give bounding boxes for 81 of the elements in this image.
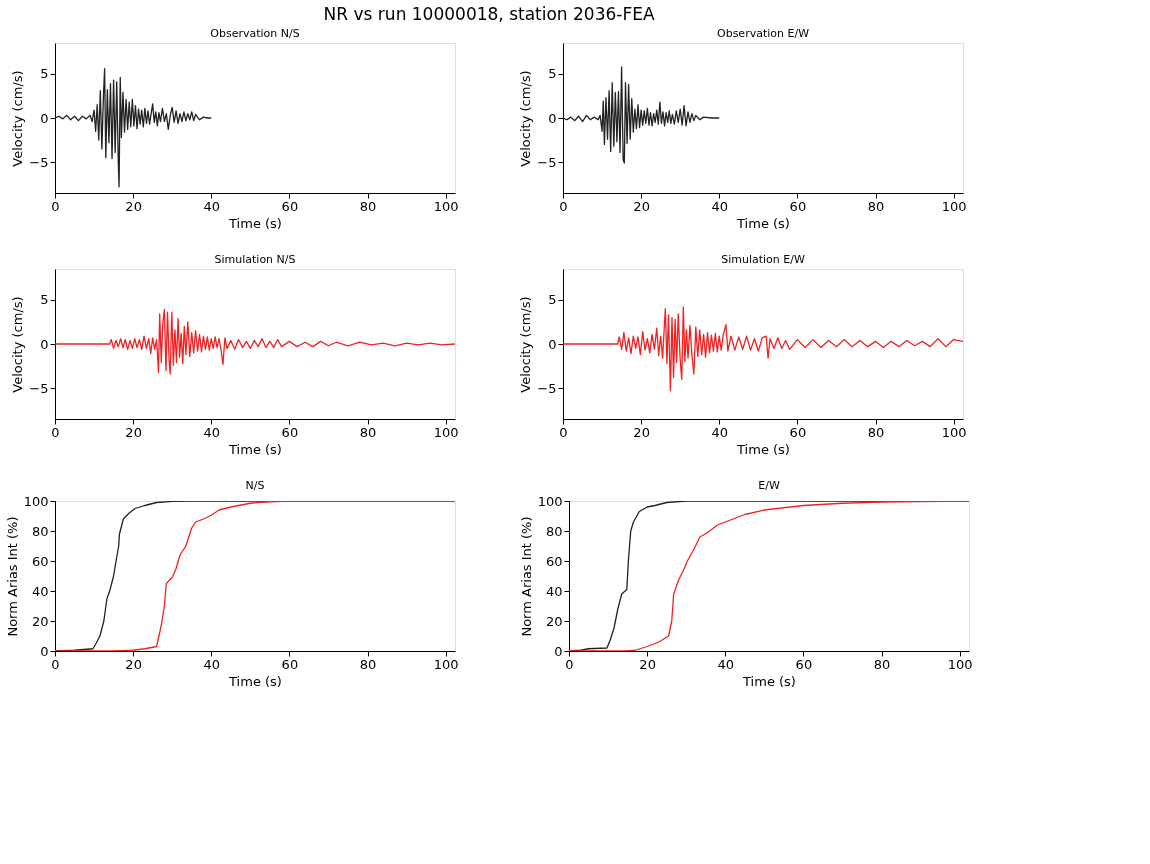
x-tick-label: 100 bbox=[947, 656, 973, 672]
y-axis-title: Velocity (cm/s) bbox=[10, 70, 26, 167]
x-tick-label: 80 bbox=[359, 198, 377, 214]
x-tick-label: 100 bbox=[941, 198, 967, 214]
y-axis-title: Norm Arias Int (%) bbox=[518, 516, 534, 637]
y-axis-title: Velocity (cm/s) bbox=[10, 296, 26, 393]
y-tick-label: 5 bbox=[40, 66, 49, 82]
x-tick-label: 100 bbox=[941, 424, 967, 440]
y-tick-label: 20 bbox=[31, 613, 49, 629]
y-tick-label: 0 bbox=[548, 110, 557, 126]
x-tick-label: 20 bbox=[125, 424, 142, 440]
x-tick-label: 0 bbox=[51, 656, 60, 672]
x-axis-title: Time (s) bbox=[736, 215, 790, 231]
x-tick-label: 100 bbox=[433, 424, 459, 440]
x-axis-title: Time (s) bbox=[228, 215, 282, 231]
y-tick-label: 80 bbox=[31, 523, 49, 539]
x-tick-label: 40 bbox=[203, 198, 221, 214]
y-tick-label: 5 bbox=[548, 292, 557, 308]
x-tick-label: 20 bbox=[633, 198, 650, 214]
y-tick-label: 0 bbox=[40, 110, 49, 126]
x-tick-label: 80 bbox=[873, 656, 891, 672]
x-tick-label: 20 bbox=[633, 424, 650, 440]
y-axis-title: Velocity (cm/s) bbox=[518, 70, 534, 167]
x-axis-title: Time (s) bbox=[228, 673, 282, 689]
x-axis-title: Time (s) bbox=[736, 441, 790, 457]
y-tick-label: 0 bbox=[548, 336, 557, 352]
x-tick-label: 60 bbox=[281, 656, 299, 672]
x-tick-label: 60 bbox=[789, 424, 807, 440]
y-tick-label: 0 bbox=[554, 643, 563, 659]
y-tick-label: 40 bbox=[31, 583, 49, 599]
line-series bbox=[55, 67, 212, 188]
chart-title: Simulation N/S bbox=[214, 253, 296, 266]
chart-title: Observation E/W bbox=[716, 27, 810, 40]
x-tick-label: 60 bbox=[281, 198, 299, 214]
y-tick-label: 5 bbox=[548, 66, 557, 82]
x-tick-label: 80 bbox=[867, 424, 885, 440]
x-tick-label: 20 bbox=[125, 656, 142, 672]
line-series bbox=[563, 306, 963, 392]
x-tick-label: 0 bbox=[565, 656, 574, 672]
chart-title: Observation N/S bbox=[210, 27, 300, 40]
y-tick-label: 5 bbox=[40, 292, 49, 308]
y-tick-label: 60 bbox=[545, 553, 563, 569]
y-tick-label: −5 bbox=[29, 380, 49, 396]
x-tick-label: 80 bbox=[359, 656, 377, 672]
chart-title: N/S bbox=[245, 479, 265, 492]
y-axis-title: Norm Arias Int (%) bbox=[4, 516, 20, 637]
y-tick-label: 60 bbox=[31, 553, 49, 569]
x-tick-label: 0 bbox=[51, 198, 60, 214]
line-series bbox=[563, 66, 720, 164]
x-tick-label: 100 bbox=[433, 198, 459, 214]
y-axis-title: Velocity (cm/s) bbox=[518, 296, 534, 393]
x-axis-title: Time (s) bbox=[742, 673, 796, 689]
x-tick-label: 40 bbox=[717, 656, 735, 672]
x-tick-label: 60 bbox=[795, 656, 813, 672]
text: NR vs run 10000018, station 2036-FEA bbox=[323, 3, 655, 24]
x-tick-label: 40 bbox=[711, 424, 729, 440]
x-tick-label: 40 bbox=[203, 656, 221, 672]
x-tick-label: 60 bbox=[281, 424, 299, 440]
y-tick-label: 80 bbox=[545, 523, 563, 539]
y-tick-label: −5 bbox=[29, 154, 49, 170]
y-tick-label: −5 bbox=[537, 380, 557, 396]
chart-title: E/W bbox=[758, 479, 780, 492]
x-tick-label: 0 bbox=[51, 424, 60, 440]
x-tick-label: 100 bbox=[433, 656, 459, 672]
line-series bbox=[55, 308, 455, 375]
x-tick-label: 80 bbox=[867, 198, 885, 214]
y-tick-label: 20 bbox=[545, 613, 563, 629]
x-tick-label: 20 bbox=[639, 656, 656, 672]
chart-title: Simulation E/W bbox=[721, 253, 805, 266]
y-tick-label: 100 bbox=[537, 493, 563, 509]
x-tick-label: 40 bbox=[203, 424, 221, 440]
x-tick-label: 20 bbox=[125, 198, 142, 214]
y-tick-label: −5 bbox=[537, 154, 557, 170]
y-tick-label: 0 bbox=[40, 336, 49, 352]
y-tick-label: 0 bbox=[40, 643, 49, 659]
x-tick-label: 80 bbox=[359, 424, 377, 440]
y-tick-label: 40 bbox=[545, 583, 563, 599]
x-tick-label: 60 bbox=[789, 198, 807, 214]
x-axis-title: Time (s) bbox=[228, 441, 282, 457]
y-tick-label: 100 bbox=[23, 493, 49, 509]
x-tick-label: 40 bbox=[711, 198, 729, 214]
